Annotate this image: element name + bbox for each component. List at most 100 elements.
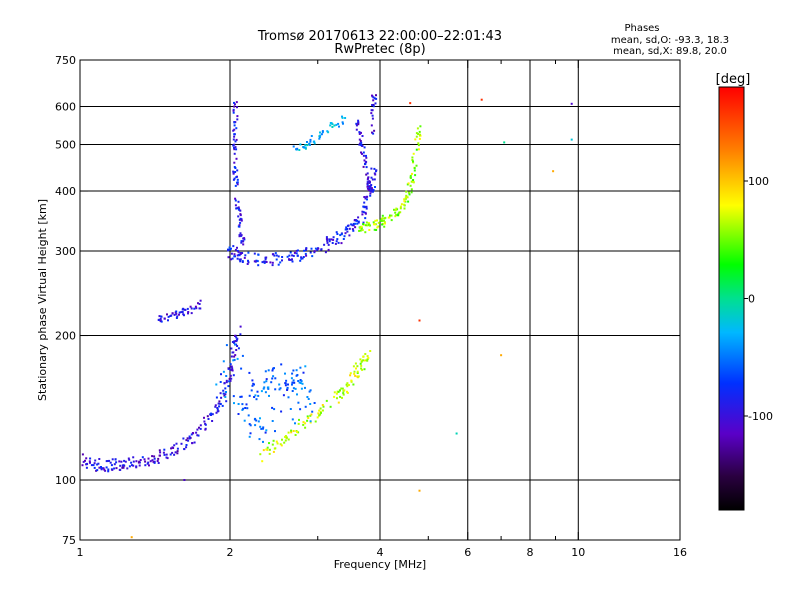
data-point [204,427,207,430]
data-point [367,176,370,179]
data-point [238,235,241,238]
data-point [395,207,398,210]
data-point [412,152,415,155]
data-point [233,133,236,136]
data-point [250,389,253,392]
data-point [160,315,163,318]
data-point [235,138,238,141]
data-point [170,447,173,450]
data-point [361,213,364,216]
colorbar-tick-label: 0 [748,293,755,306]
data-point [263,386,266,389]
data-point [144,464,147,467]
data-point [335,123,338,126]
data-point [104,469,107,472]
data-point [361,144,364,147]
data-point [185,446,188,449]
data-point [183,308,186,311]
data-point [158,449,161,452]
data-point [273,254,276,257]
data-point [165,456,168,459]
data-point [98,458,101,460]
data-point [232,351,235,354]
data-point [318,137,321,140]
data-point [217,410,220,413]
data-point [230,347,233,350]
data-point [345,226,348,229]
data-point [304,144,307,147]
data-point [417,133,420,135]
data-point [253,418,256,421]
data-point [374,173,377,176]
data-point [366,355,369,358]
data-point [246,263,249,265]
data-point [366,172,369,175]
data-point [411,159,414,161]
y-axis-label: Stationary phase Virtual Height [km] [36,199,49,401]
data-point [272,450,275,453]
data-point [178,313,180,316]
data-point [223,382,226,385]
data-point [325,236,328,239]
data-point [370,112,373,115]
data-point [309,138,312,141]
data-point [234,204,237,207]
data-point [367,189,370,191]
data-point [313,251,316,254]
data-point [156,460,159,462]
data-point [243,419,246,422]
data-point [371,117,374,120]
data-point [108,459,111,462]
data-point [371,190,374,193]
grid-lines [80,60,680,540]
data-point [351,228,354,231]
data-point [366,195,369,198]
data-point [335,231,338,234]
data-point [215,411,218,414]
data-point [279,443,282,446]
data-point [242,243,245,246]
data-point [284,439,287,442]
data-point [335,392,338,395]
data-point [322,405,325,408]
data-point [409,174,412,177]
data-point [229,363,232,366]
data-point [157,457,160,460]
data-point [295,369,298,372]
data-point [397,212,400,215]
data-point [233,148,236,151]
data-point [262,449,265,452]
data-point [242,237,245,240]
data-point [233,355,236,358]
data-point [337,390,340,393]
data-point [190,307,193,310]
data-point [267,369,270,372]
data-point [367,223,370,226]
data-point [291,372,294,375]
data-point [403,203,406,206]
data-point [366,181,369,184]
data-point [233,166,236,168]
data-point [207,418,210,420]
data-point [271,377,274,380]
data-point [281,256,284,258]
data-point [135,466,138,469]
data-point [236,345,239,347]
data-point [265,378,268,381]
data-point [344,228,347,231]
data-point [321,131,324,134]
data-point [337,122,340,125]
data-point [249,424,252,427]
data-point [362,211,365,214]
data-point [361,368,364,371]
data-point [351,224,354,227]
data-point [229,248,231,251]
data-point [342,393,345,396]
data-point [414,174,417,177]
data-point [263,381,266,384]
data-point [303,249,306,252]
data-point [302,423,305,426]
data-point [126,467,129,470]
data-point [237,250,240,253]
data-point [248,394,251,397]
